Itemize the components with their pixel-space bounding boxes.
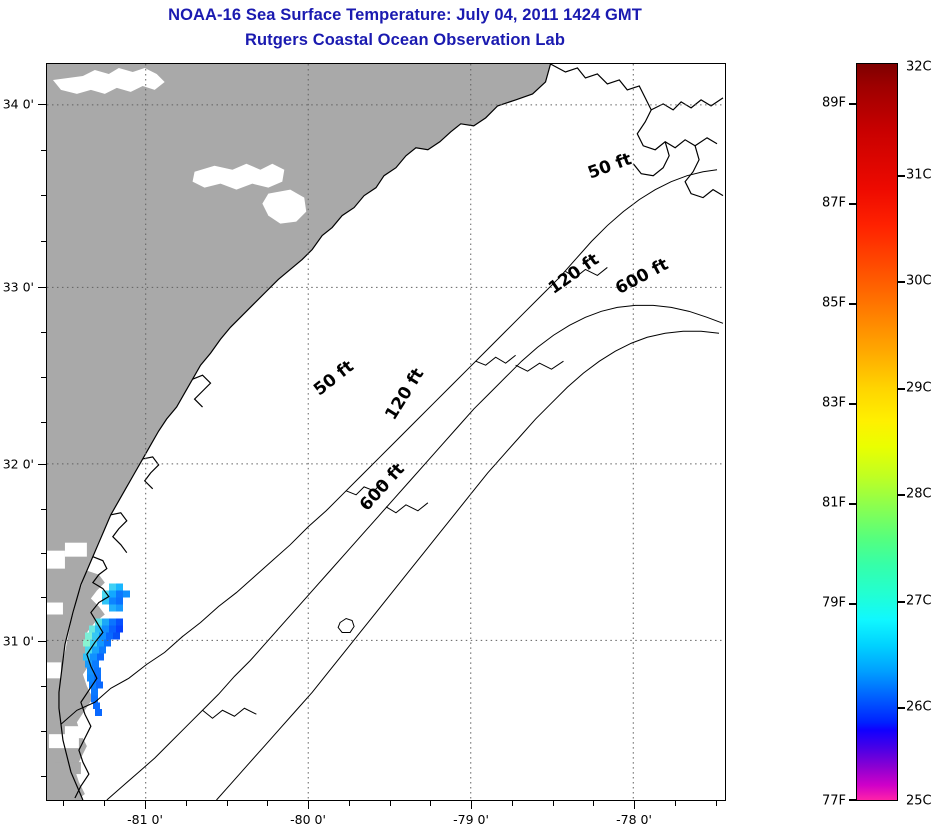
x-tick-minor [593, 801, 594, 806]
y-tick-minor [41, 776, 46, 777]
y-tick-minor [41, 553, 46, 554]
x-tick-minor [675, 801, 676, 806]
colorbar-tick-f [849, 403, 856, 405]
y-tick-minor [41, 150, 46, 151]
colorbar-tick-f [849, 799, 856, 801]
y-axis-label: 34 0' [2, 96, 34, 112]
colorbar-label-f: 81F [821, 495, 846, 511]
y-tick-minor [41, 422, 46, 423]
x-tick-major [145, 801, 146, 809]
colorbar-label-c: 29C [906, 380, 932, 396]
y-tick-minor [41, 597, 46, 598]
x-tick-minor [186, 801, 187, 806]
y-tick-major [38, 464, 46, 465]
x-tick-minor [512, 801, 513, 806]
gridline-layer [47, 64, 725, 800]
colorbar-label-f: 87F [821, 195, 846, 211]
colorbar-label-f: 83F [821, 395, 846, 411]
colorbar-tick-c [898, 494, 905, 496]
x-axis-label: -79 0' [453, 812, 489, 827]
y-tick-major [38, 641, 46, 642]
x-tick-major [634, 801, 635, 809]
colorbar-tick-c [898, 281, 905, 283]
x-tick-minor [553, 801, 554, 806]
y-axis-label: 31 0' [2, 633, 34, 649]
colorbar-tick-f [849, 103, 856, 105]
y-tick-minor [41, 731, 46, 732]
coastline-layer [58, 64, 724, 800]
colorbar-label-c: 30C [906, 273, 932, 289]
colorbar-tick-c [898, 601, 905, 603]
colorbar-label-c: 32C [906, 59, 932, 75]
colorbar-tick-f [849, 603, 856, 605]
y-tick-minor [41, 332, 46, 333]
y-tick-major [38, 104, 46, 105]
x-tick-minor [716, 801, 717, 806]
colorbar-tick-c [898, 388, 905, 390]
y-axis-label: 33 0' [2, 279, 34, 295]
title-block: NOAA-16 Sea Surface Temperature: July 04… [0, 0, 810, 53]
colorbar-label-f: 89F [821, 95, 846, 111]
page-subtitle: Rutgers Coastal Ocean Observation Lab [244, 31, 566, 49]
colorbar-tick-c [898, 175, 905, 177]
y-tick-minor [41, 195, 46, 196]
page-title: NOAA-16 Sea Surface Temperature: July 04… [168, 6, 642, 24]
cloud-hole-layer [47, 67, 307, 749]
x-tick-minor [430, 801, 431, 806]
colorbar-label-f: 77F [821, 793, 846, 809]
colorbar-tick-f [849, 303, 856, 305]
colorbar-tick-c [898, 707, 905, 709]
colorbar-tick-f [849, 503, 856, 505]
y-tick-minor [41, 377, 46, 378]
colorbar-label-c: 31C [906, 167, 932, 183]
depth-contour-layer [60, 169, 724, 800]
x-tick-major [308, 801, 309, 809]
x-tick-minor [267, 801, 268, 806]
x-tick-minor [349, 801, 350, 806]
x-axis-label: -78 0' [616, 812, 652, 827]
x-tick-major [471, 801, 472, 809]
x-tick-minor [390, 801, 391, 806]
colorbar-label-c: 27C [906, 593, 932, 609]
y-axis-label: 32 0' [2, 456, 34, 472]
sst-data-layer [82, 583, 130, 717]
colorbar-label-c: 26C [906, 699, 932, 715]
x-tick-minor [227, 801, 228, 806]
x-tick-minor [104, 801, 105, 806]
x-axis-label: -81 0' [127, 812, 163, 827]
colorbar-label-f: 85F [821, 295, 846, 311]
colorbar-label-f: 79F [821, 595, 846, 611]
y-tick-minor [41, 686, 46, 687]
y-tick-major [38, 287, 46, 288]
x-tick-minor [63, 801, 64, 806]
colorbar-tick-f [849, 203, 856, 205]
x-axis-label: -80 0' [290, 812, 326, 827]
colorbar-label-c: 28C [906, 486, 932, 502]
sst-map-canvas: 50 ft 50 ft 120 ft 120 ft 600 ft 600 ft [47, 64, 725, 800]
temperature-colorbar[interactable] [856, 63, 898, 801]
y-tick-minor [41, 241, 46, 242]
sst-map-frame[interactable]: 50 ft 50 ft 120 ft 120 ft 600 ft 600 ft [46, 63, 726, 801]
colorbar-label-c: 25C [906, 793, 932, 809]
y-tick-minor [41, 509, 46, 510]
